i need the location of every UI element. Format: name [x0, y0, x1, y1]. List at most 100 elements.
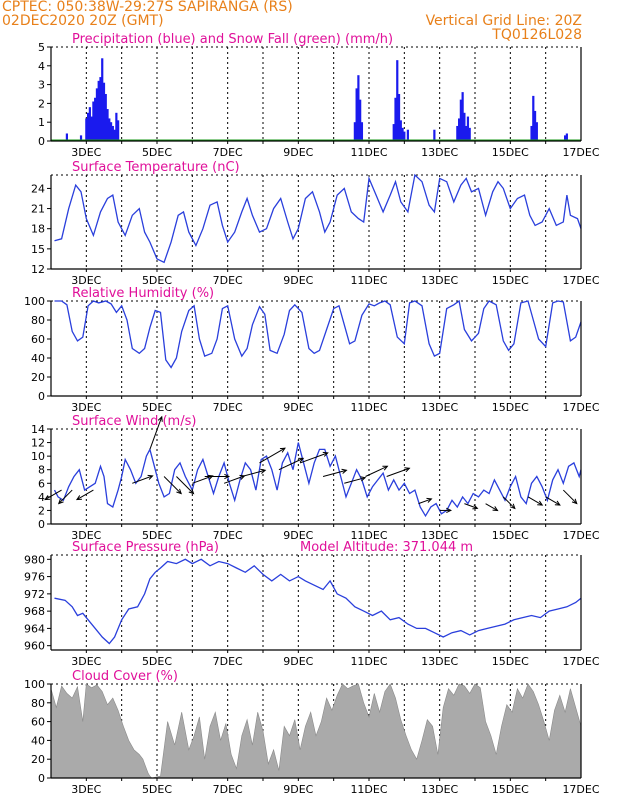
- x-tick-label: 17DEC: [562, 401, 599, 414]
- y-tick-label: 60: [31, 716, 45, 729]
- wind-vector-head: [176, 488, 182, 495]
- x-tick-label: 15DEC: [492, 529, 529, 542]
- x-tick-label: 5DEC: [142, 529, 172, 542]
- x-tick-label: 7DEC: [213, 783, 243, 796]
- precip-bar: [353, 122, 356, 141]
- wind-vector: [223, 475, 245, 484]
- precip-bar: [433, 129, 436, 141]
- y-tick-label: 4: [38, 491, 45, 504]
- wind-vector: [485, 503, 498, 511]
- y-tick-label: 80: [31, 314, 45, 327]
- precip-bar: [461, 92, 464, 141]
- model-id: TQ0126L028: [492, 27, 582, 43]
- temp-series-line: [54, 173, 582, 264]
- precip-bar: [115, 112, 118, 141]
- precip-bar: [565, 133, 568, 141]
- precip-bar: [458, 118, 461, 141]
- precip-bar: [87, 112, 90, 141]
- wind-vector-head: [554, 500, 561, 506]
- x-tick-label: 9DEC: [283, 146, 313, 159]
- wind-vector-head: [298, 457, 305, 463]
- precip-bar: [88, 107, 91, 141]
- precip-bar: [392, 124, 395, 141]
- x-tick-label: 17DEC: [562, 274, 599, 287]
- y-tick-label: 80: [31, 697, 45, 710]
- wind-vector-head: [537, 500, 544, 506]
- wind-vector: [132, 475, 153, 484]
- wind-vector-head: [75, 495, 82, 501]
- wind-vector: [76, 489, 94, 501]
- precip-bar: [359, 99, 362, 141]
- panel-title-temp: Surface Temperature (nC): [72, 160, 240, 175]
- precip-bar: [401, 127, 404, 141]
- precip-bar: [360, 122, 364, 141]
- y-tick-label: 5: [38, 41, 45, 54]
- y-tick-label: 1: [38, 116, 45, 129]
- wind-vector-head: [279, 447, 286, 453]
- wind-vector-head: [224, 473, 231, 480]
- x-tick-label: 3DEC: [71, 401, 101, 414]
- x-tick-label: 17DEC: [562, 783, 599, 796]
- wind-vector: [278, 457, 304, 471]
- y-tick-label: 0: [38, 772, 45, 785]
- panel-pressure: 960 964 968 972 976 980 3DEC 5DEC 7DEC 9DEC 11DEC 1…: [24, 540, 600, 668]
- y-tick-label: 960: [24, 640, 45, 653]
- precip-bar: [111, 125, 114, 141]
- x-tick-label: 15DEC: [492, 783, 529, 796]
- wind-vector: [365, 465, 388, 477]
- x-tick-label: 13DEC: [421, 401, 458, 414]
- precip-bar: [397, 94, 401, 141]
- panel-title-rh: Relative Humidity (%): [72, 286, 214, 301]
- panel-rh: 0 20 40 60 80 100 3DEC 5DEC 7DEC 9DEC 11DEC 13DEC 15…: [24, 286, 600, 414]
- y-tick-label: 20: [31, 371, 45, 384]
- x-tick-label: 13DEC: [421, 783, 458, 796]
- precip-bar: [456, 125, 459, 141]
- x-tick-label: 13DEC: [421, 146, 458, 159]
- x-tick-label: 13DEC: [421, 655, 458, 668]
- precip-bar: [101, 58, 104, 141]
- wind-vector-head: [322, 451, 329, 457]
- precip-bar: [65, 133, 68, 141]
- precip-bar: [403, 131, 406, 141]
- wind-vector: [163, 476, 182, 494]
- y-tick-label: 8: [38, 464, 45, 477]
- wind-vector: [176, 476, 194, 494]
- wind-vector-head: [404, 467, 411, 473]
- wind-vector: [464, 503, 478, 509]
- vertical-grid-note: Vertical Grid Line: 20Z: [425, 13, 582, 29]
- x-tick-label: 5DEC: [142, 146, 172, 159]
- wind-vector-head: [509, 503, 516, 510]
- x-tick-label: 15DEC: [492, 401, 529, 414]
- x-tick-label: 5DEC: [142, 401, 172, 414]
- precip-bar: [355, 88, 358, 141]
- precip-bar: [92, 101, 95, 141]
- y-tick-label: 0: [38, 518, 45, 531]
- precip-bar: [109, 122, 113, 141]
- precip-bar: [533, 110, 537, 141]
- wind-vector-head: [341, 468, 348, 474]
- precip-bar: [106, 109, 109, 141]
- wind-vector-head: [446, 507, 453, 514]
- x-tick-label: 3DEC: [71, 529, 101, 542]
- chart-header: CPTEC: 050:38W-29:27S SAPIRANGA (RS) 02D…: [0, 0, 618, 48]
- x-tick-label: 9DEC: [283, 783, 313, 796]
- wind-vector: [299, 452, 328, 464]
- wind-vector-head: [360, 476, 367, 482]
- x-tick-label: 17DEC: [562, 146, 599, 159]
- wind-vector-head: [472, 504, 479, 510]
- y-tick-label: 964: [24, 622, 45, 635]
- precip-bar: [357, 75, 360, 141]
- x-tick-label: 13DEC: [421, 529, 458, 542]
- panel-title-precip: Precipitation (blue) and Snow Fall (gree…: [72, 32, 393, 47]
- x-tick-label: 5DEC: [142, 655, 172, 668]
- panel-title-wind: Surface Wind (m/s): [72, 414, 196, 429]
- wind-vector: [58, 489, 73, 504]
- x-tick-label: 7DEC: [213, 274, 243, 287]
- y-tick-label: 40: [31, 352, 45, 365]
- wind-vector-head: [260, 468, 267, 474]
- wind-vector: [149, 416, 163, 450]
- y-tick-label: 24: [31, 182, 45, 195]
- x-tick-label: 13DEC: [421, 274, 458, 287]
- x-tick-label: 11DEC: [350, 783, 387, 796]
